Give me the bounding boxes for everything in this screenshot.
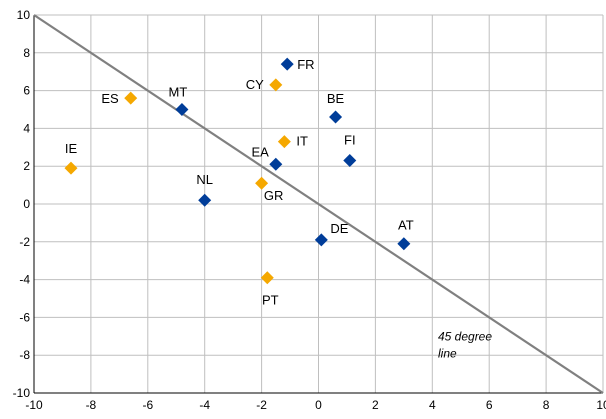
y-tick-label: 2 <box>23 159 30 173</box>
axes <box>33 15 603 394</box>
y-tick-label: -8 <box>19 348 30 362</box>
x-tick-label: 6 <box>486 398 493 412</box>
point-label-ie: IE <box>65 141 78 156</box>
y-tick-label: -6 <box>19 310 30 324</box>
x-tick-label: -10 <box>25 398 43 412</box>
point-marker-nl <box>198 193 212 207</box>
point-marker-gr <box>255 176 269 190</box>
point-label-cy: CY <box>246 77 264 92</box>
x-tick-label: -6 <box>142 398 153 412</box>
point-marker-be <box>329 110 343 124</box>
point-label-es: ES <box>101 91 119 106</box>
x-tick-label: 10 <box>596 398 606 412</box>
x-tick-label: 4 <box>429 398 436 412</box>
point-label-it: IT <box>296 134 308 149</box>
point-marker-mt <box>175 103 189 116</box>
reference-line-label: 45 degree <box>438 329 492 343</box>
y-tick-label: 6 <box>23 84 30 98</box>
point-label-de: DE <box>330 221 348 236</box>
y-axis-ticks: 10 8 6 4 2 0 -2 -4 -6 -8 -10 <box>13 8 31 400</box>
point-label-at: AT <box>398 218 414 233</box>
point-label-gr: GR <box>264 188 284 203</box>
point-label-fi: FI <box>344 133 356 148</box>
reference-line-label-2: line <box>438 346 457 360</box>
data-points <box>64 57 411 285</box>
x-tick-label: -8 <box>86 398 97 412</box>
point-marker-it <box>277 135 291 149</box>
y-tick-label: 10 <box>17 8 31 22</box>
point-marker-es <box>124 91 138 105</box>
reference-line-45-degree <box>33 14 604 394</box>
y-tick-label: -4 <box>19 273 30 287</box>
point-label-nl: NL <box>196 172 213 187</box>
point-labels: FR CY ES MT BE IT FI EA IE GR NL DE AT PT <box>65 57 414 308</box>
point-label-fr: FR <box>297 57 314 72</box>
x-tick-label: 2 <box>372 398 379 412</box>
point-marker-fi <box>343 154 357 168</box>
y-tick-label: -10 <box>13 386 31 400</box>
point-marker-ie <box>64 161 78 175</box>
y-tick-label: 4 <box>23 121 30 135</box>
point-label-be: BE <box>327 91 345 106</box>
point-label-ea: EA <box>251 144 269 159</box>
x-tick-label: 8 <box>543 398 550 412</box>
point-marker-de <box>314 233 328 247</box>
y-tick-label: -2 <box>19 235 30 249</box>
y-tick-label: 0 <box>23 197 30 211</box>
point-marker-at <box>397 237 411 251</box>
point-marker-ea <box>269 157 283 171</box>
point-label-pt: PT <box>262 293 279 308</box>
x-tick-label: -2 <box>256 398 267 412</box>
x-tick-label: 0 <box>315 398 322 412</box>
x-tick-label: -4 <box>199 398 210 412</box>
point-marker-pt <box>260 271 274 285</box>
point-label-mt: MT <box>169 85 188 100</box>
reference-line-segment <box>33 14 604 394</box>
point-marker-fr <box>280 57 294 71</box>
y-tick-label: 8 <box>23 46 30 60</box>
x-axis-ticks: -10 -8 -6 -4 -2 0 2 4 6 8 10 <box>25 398 606 412</box>
point-marker-cy <box>269 78 283 92</box>
